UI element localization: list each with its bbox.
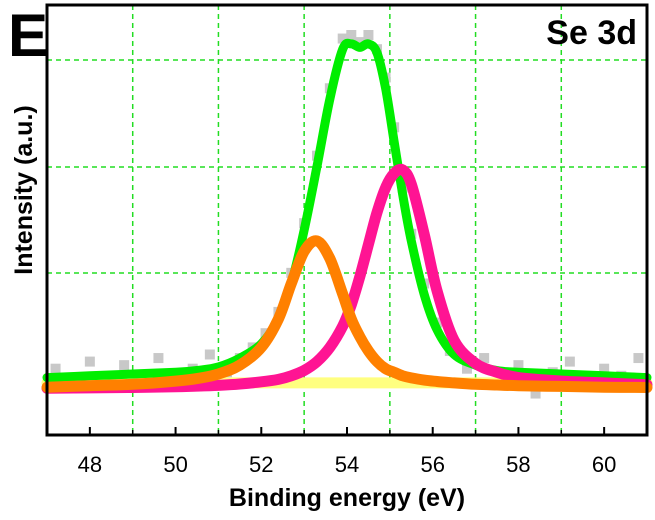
- raw-data-point: [346, 30, 357, 40]
- panel-letter: E: [8, 2, 48, 69]
- chart-title: Se 3d: [546, 14, 637, 52]
- raw-data-point: [363, 30, 374, 40]
- raw-data-point: [479, 353, 490, 364]
- y-axis-label: Intensity (a.u.): [10, 105, 38, 274]
- x-tick-label: 56: [420, 452, 444, 477]
- raw-data-point: [633, 353, 644, 364]
- fit-curves: [41, 38, 653, 394]
- plot-area: [47, 5, 647, 435]
- raw-data-point: [337, 33, 348, 44]
- raw-data-point: [513, 360, 524, 371]
- x-tick-label: 48: [78, 452, 102, 477]
- x-tick-label: 52: [249, 452, 273, 477]
- raw-data-point: [204, 349, 215, 360]
- x-tick-label: 58: [506, 452, 530, 477]
- raw-data-point: [354, 37, 365, 48]
- fit-curve-2: [41, 235, 653, 393]
- raw-data-point: [462, 363, 472, 374]
- raw-data-point: [50, 363, 61, 374]
- raw-data-point: [84, 356, 95, 367]
- raw-data-point: [153, 353, 164, 364]
- x-tick-label: 60: [592, 452, 616, 477]
- raw-data-point: [599, 363, 610, 374]
- x-axis-ticks: 48 50 52 54 56 58 60: [78, 427, 616, 477]
- x-tick-label: 54: [335, 452, 359, 477]
- x-tick-label: 50: [163, 452, 187, 477]
- raw-data-point: [564, 356, 575, 367]
- raw-data-point: [119, 360, 130, 371]
- x-axis-label: Binding energy (eV): [229, 484, 465, 512]
- raw-data-point: [530, 388, 541, 399]
- fit-curve-1: [41, 163, 653, 394]
